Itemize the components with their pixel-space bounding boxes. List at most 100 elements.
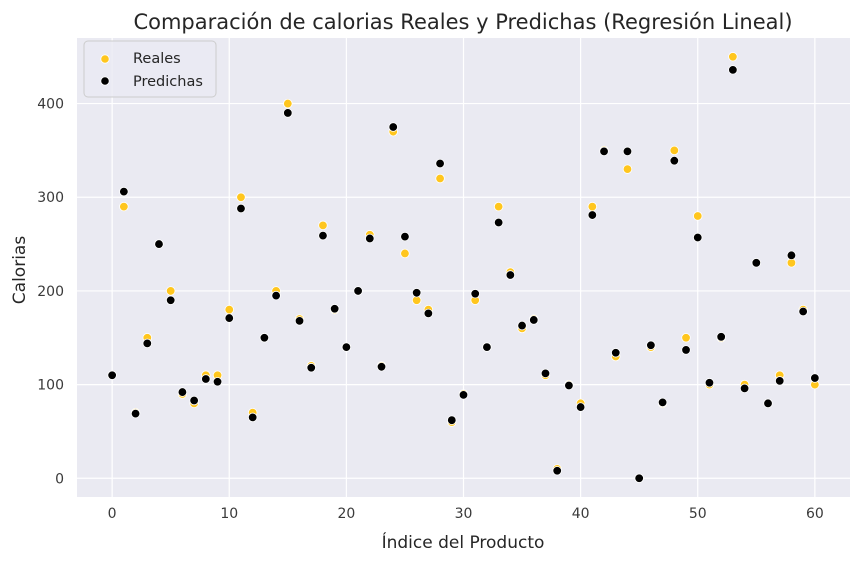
point-predichas <box>271 290 281 301</box>
y-tick-label: 200 <box>37 284 64 300</box>
point-reales <box>283 98 293 109</box>
point-predichas <box>775 376 785 386</box>
point-reales <box>693 211 703 221</box>
point-predichas <box>224 313 234 323</box>
point-predichas <box>458 390 469 400</box>
legend-marker-predichas <box>100 76 110 86</box>
y-axis-label: Calorias <box>10 236 30 305</box>
point-predichas <box>177 387 188 397</box>
point-predichas <box>646 340 656 350</box>
point-predichas <box>376 362 387 372</box>
grid-lines <box>77 38 850 497</box>
point-predichas <box>294 316 305 326</box>
point-reales <box>681 333 691 343</box>
point-predichas <box>247 412 258 423</box>
point-predichas <box>505 270 516 280</box>
point-predichas <box>318 230 328 241</box>
point-reales <box>493 201 504 212</box>
point-predichas <box>341 342 352 352</box>
legend-label-predichas: Predichas <box>133 74 203 90</box>
point-predichas <box>564 380 574 391</box>
point-predichas <box>154 239 164 249</box>
point-predichas <box>411 288 422 298</box>
point-predichas <box>236 203 246 214</box>
point-predichas <box>388 122 398 132</box>
y-tick-label: 100 <box>37 378 64 394</box>
point-predichas <box>552 466 562 476</box>
point-predichas <box>212 377 223 387</box>
point-reales <box>435 173 445 184</box>
point-predichas <box>482 342 492 352</box>
point-predichas <box>470 289 480 299</box>
point-predichas <box>107 370 117 380</box>
chart-title: Comparación de calorias Reales y Predich… <box>133 10 792 34</box>
y-tick-label: 0 <box>55 471 64 487</box>
x-tick-label: 40 <box>572 506 590 522</box>
point-predichas <box>353 286 363 296</box>
legend-label-reales: Reales <box>133 51 181 67</box>
point-predichas <box>575 402 586 412</box>
point-reales <box>224 304 234 315</box>
point-predichas <box>810 373 820 383</box>
x-tick-label: 50 <box>689 506 707 522</box>
point-predichas <box>751 258 762 268</box>
point-predichas <box>587 210 598 220</box>
x-tick-label: 0 <box>108 506 117 522</box>
point-predichas <box>669 156 680 166</box>
point-predichas <box>798 306 808 317</box>
point-predichas <box>447 415 457 425</box>
point-reales <box>236 192 246 202</box>
x-tick-label: 60 <box>806 506 824 522</box>
point-predichas <box>739 383 750 394</box>
point-predichas <box>435 158 445 169</box>
point-reales <box>318 220 328 231</box>
y-tick-label: 400 <box>37 97 64 113</box>
point-predichas <box>599 146 609 157</box>
point-predichas <box>119 186 129 197</box>
x-tick-label: 30 <box>455 506 473 522</box>
point-predichas <box>540 368 551 379</box>
point-reales <box>728 52 738 62</box>
data-points <box>107 52 820 483</box>
point-predichas <box>657 397 668 408</box>
point-reales <box>400 248 410 259</box>
point-predichas <box>681 345 691 355</box>
legend-box <box>83 40 217 98</box>
point-predichas <box>259 333 270 343</box>
point-predichas <box>786 250 797 261</box>
point-reales <box>622 164 633 174</box>
point-predichas <box>728 65 738 75</box>
point-predichas <box>142 338 152 349</box>
point-predichas <box>423 308 434 319</box>
point-predichas <box>201 374 211 384</box>
point-reales <box>587 201 598 212</box>
point-predichas <box>306 363 316 373</box>
point-reales <box>165 286 176 296</box>
x-tick-label: 20 <box>337 506 355 522</box>
point-predichas <box>529 315 539 325</box>
point-predichas <box>365 233 375 244</box>
point-predichas <box>634 473 644 483</box>
point-predichas <box>189 395 199 406</box>
point-predichas <box>693 232 703 243</box>
legend-marker-reales <box>100 54 110 64</box>
point-predichas <box>517 320 527 331</box>
point-predichas <box>329 304 340 314</box>
point-predichas <box>611 348 621 358</box>
point-predichas <box>622 146 633 157</box>
point-predichas <box>704 378 715 388</box>
tick-labels: 0 10 20 30 40 50 60 0 100 200 300 400 <box>37 97 824 522</box>
point-predichas <box>763 398 773 409</box>
point-predichas <box>130 408 141 419</box>
y-tick-label: 300 <box>37 190 64 206</box>
point-predichas <box>400 231 410 242</box>
x-axis-label: Índice del Producto <box>382 531 545 553</box>
point-predichas <box>716 332 726 342</box>
point-reales <box>669 145 680 156</box>
point-predichas <box>493 217 504 228</box>
point-predichas <box>165 295 176 305</box>
point-predichas <box>283 108 293 118</box>
legend: Reales Predichas <box>83 40 217 98</box>
x-tick-label: 10 <box>220 506 238 522</box>
